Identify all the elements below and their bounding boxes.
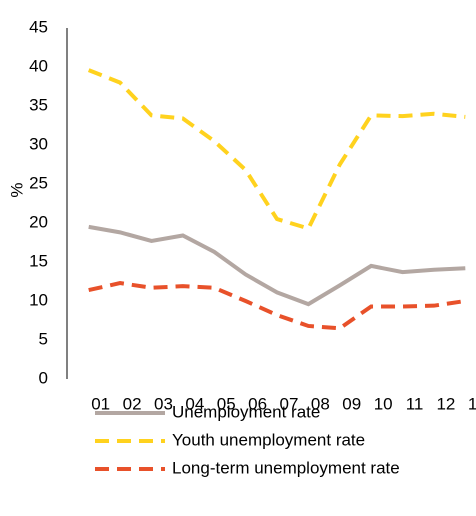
y-tick-label: 0 [39, 368, 48, 387]
x-tick-label: 13 [468, 394, 476, 413]
y-tick-label: 40 [29, 56, 48, 75]
y-tick-label: 5 [39, 329, 48, 348]
y-axis-label: % [7, 182, 26, 197]
legend-label: Unemployment rate [172, 402, 320, 421]
x-tick-label: 05 [217, 394, 236, 413]
x-tick-label: 12 [436, 394, 455, 413]
x-tick-label: 08 [311, 394, 330, 413]
legend-label: Long-term unemployment rate [172, 458, 400, 477]
legend-label: Youth unemployment rate [172, 430, 365, 449]
y-tick-label: 45 [29, 17, 48, 36]
y-tick-label: 25 [29, 173, 48, 192]
x-tick-label: 06 [248, 394, 267, 413]
x-tick-label: 10 [374, 394, 393, 413]
series-line [88, 281, 466, 331]
x-tick-label: 04 [185, 394, 204, 413]
x-tick-label: 01 [91, 394, 110, 413]
y-tick-label: 10 [29, 290, 48, 309]
x-tick-label: 02 [123, 394, 142, 413]
y-tick-label: 30 [29, 134, 48, 153]
x-tick-label: 07 [280, 394, 299, 413]
series-line [87, 68, 466, 231]
series-line [88, 224, 466, 307]
x-tick-label: 09 [342, 394, 361, 413]
y-tick-label: 20 [29, 212, 48, 231]
y-tick-label: 35 [29, 95, 48, 114]
x-tick-label: 11 [406, 394, 424, 413]
y-tick-label: 15 [29, 251, 48, 270]
x-tick-label: 03 [154, 394, 173, 413]
